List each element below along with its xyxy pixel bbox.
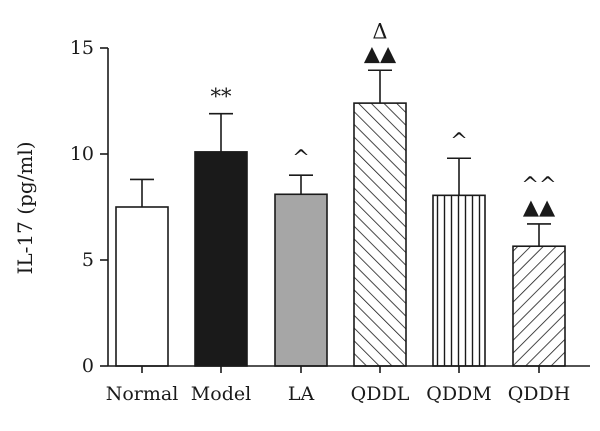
significance-marker: Δ [372,19,387,43]
bar-qddl [353,102,407,367]
significance-marker: ▲▲ [523,195,556,219]
x-axis: Normal Model LA QDDL QDDM QDDH [106,365,590,405]
x-tick-label: Model [191,383,251,405]
significance-marker: ^ [450,129,468,153]
significance-marker: ^^ [521,173,556,197]
significance-marker: ** [211,85,233,109]
x-tick-label: LA [288,383,315,405]
y-tick-label: 15 [70,37,94,59]
x-tick-label: QDDM [426,383,492,405]
significance-annotations: **^▲▲Δ^▲▲^^ [211,19,557,219]
bar-qddm [432,194,486,367]
bar-la [274,193,328,367]
y-tick-label: 5 [82,249,94,271]
y-axis-label: IL-17 (pg/ml) [13,141,37,274]
y-tick-label: 0 [82,355,94,377]
y-tick-label: 10 [70,143,94,165]
y-axis: 0 5 10 15 [70,37,109,377]
x-tick-label: QDDH [508,383,571,405]
significance-marker: ▲▲ [364,41,397,65]
bar-normal [115,206,169,367]
x-tick-label: QDDL [351,383,410,405]
bar-model [194,151,248,367]
bar-qddh [512,245,566,367]
significance-marker: ^ [292,146,310,170]
x-tick-label: Normal [106,383,179,405]
bars-group [115,69,566,367]
